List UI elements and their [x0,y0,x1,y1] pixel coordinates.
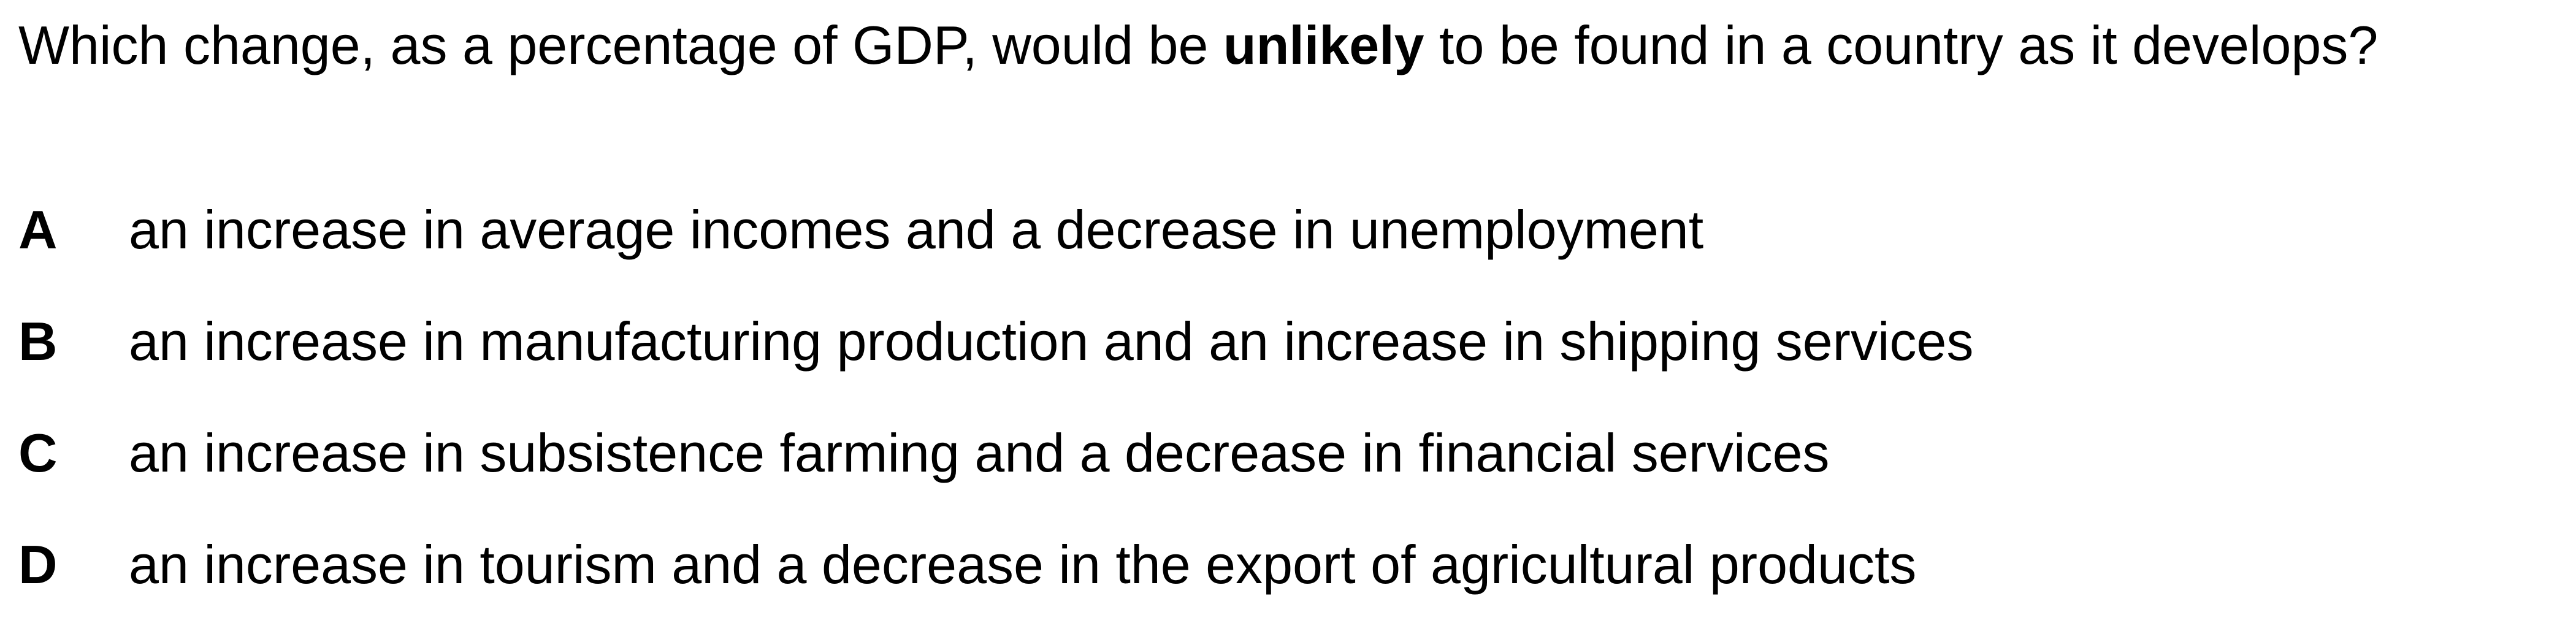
option-c: C an increase in subsistence farming and… [18,416,2532,490]
question-stem: Which change, as a percentage of GDP, wo… [18,11,2483,80]
option-d: D an increase in tourism and a decrease … [18,528,2532,602]
question-text-after: to be found in a country as it develops? [1424,15,2379,75]
option-d-letter: D [18,534,58,595]
question-text-before: Which change, as a percentage of GDP, wo… [18,15,1223,75]
option-a-letter: A [18,199,58,260]
option-c-letter: C [18,423,58,483]
option-b: B an increase in manufacturing productio… [18,305,2532,378]
option-a: A an increase in average incomes and a d… [18,193,2532,267]
question-emphasis: unlikely [1223,15,1424,75]
option-d-text: an increase in tourism and a decrease in… [129,534,1917,595]
option-a-text: an increase in average incomes and a dec… [129,199,1704,260]
option-b-text: an increase in manufacturing production … [129,311,1974,372]
option-b-letter: B [18,311,58,372]
option-c-text: an increase in subsistence farming and a… [129,423,1830,483]
